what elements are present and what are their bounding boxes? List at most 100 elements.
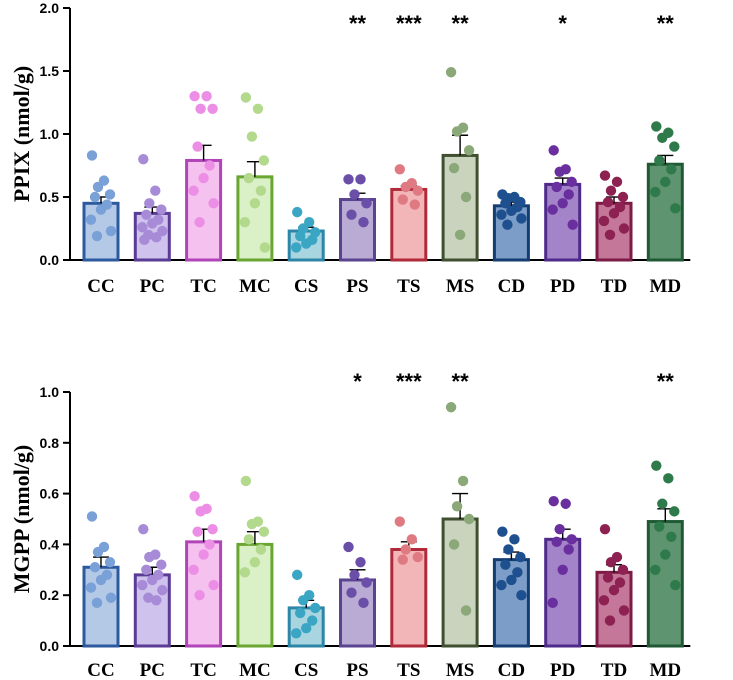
data-point-PS: [346, 587, 357, 598]
data-point-PD: [563, 544, 574, 555]
x-tick-label-CS: CS: [294, 276, 318, 297]
y-tick-label: 1.0: [40, 384, 60, 400]
x-tick-label-PS: PS: [346, 276, 368, 297]
data-point-MD: [650, 186, 661, 198]
data-point-TD: [598, 595, 610, 606]
bar-TS: [390, 547, 428, 648]
data-point-PS: [358, 597, 369, 609]
data-point-CS: [301, 623, 312, 634]
data-point-TS: [394, 164, 405, 175]
data-point-TD: [599, 170, 611, 181]
data-point-PC: [156, 559, 167, 570]
data-point-TD: [608, 208, 620, 219]
data-point-CS: [301, 238, 312, 249]
data-point-MD: [666, 164, 677, 175]
data-point-TD: [608, 584, 620, 596]
data-point-TC: [201, 91, 212, 102]
data-point-CD: [516, 590, 527, 601]
x-tick-label-MD: MD: [649, 276, 681, 297]
data-point-CC: [86, 150, 98, 161]
data-point-CC: [85, 582, 97, 593]
data-point-CC: [105, 592, 117, 603]
data-point-MD: [660, 176, 671, 188]
data-point-CC: [104, 556, 116, 568]
data-point-MS: [445, 67, 457, 78]
data-point-TS: [409, 199, 420, 210]
data-point-MC: [240, 92, 252, 103]
data-point-PD: [551, 181, 562, 193]
data-point-TC: [192, 526, 203, 537]
data-point-CC: [92, 181, 104, 193]
data-point-MD: [657, 498, 668, 509]
chart-panel-ppix: 0.0 0.5 1.0 1.5 2.0 PPIX (nmol/g) CC PC TC MC CS PS…: [9, 0, 691, 297]
data-point-MD: [669, 506, 680, 517]
data-point-CC: [95, 204, 107, 215]
significance-MS: **: [452, 11, 470, 36]
data-point-MD: [650, 564, 661, 575]
data-point-CS: [292, 206, 303, 218]
data-point-PS: [346, 209, 357, 220]
data-point-CD: [500, 559, 511, 570]
data-point-PC: [139, 234, 150, 246]
data-point-MC: [243, 172, 255, 184]
data-point-TS: [400, 544, 411, 555]
data-point-MC: [240, 475, 252, 487]
bar-PS: [339, 198, 376, 262]
data-point-PD: [557, 564, 568, 575]
data-point-TD: [611, 176, 623, 188]
data-point-MS: [451, 501, 463, 512]
data-point-TD: [604, 615, 616, 626]
data-point-CD: [516, 213, 527, 224]
x-tick-label-MS: MS: [446, 276, 475, 297]
data-point-MC: [243, 534, 255, 545]
data-point-TD: [617, 564, 629, 575]
y-axis-title: PPIX (nmol/g): [9, 66, 34, 202]
bar-PD: [544, 537, 582, 648]
data-point-MD: [654, 155, 665, 166]
y-tick-label: 1.0: [40, 126, 60, 142]
data-point-MD: [669, 141, 680, 152]
y-tick-label: 0.0: [40, 252, 60, 268]
significance-TS: ***: [396, 11, 422, 36]
data-point-MC: [258, 526, 270, 537]
data-point-CD: [500, 198, 511, 209]
data-point-PD: [547, 204, 558, 215]
data-point-CD: [509, 534, 520, 545]
data-point-MD: [670, 203, 681, 214]
data-point-TD: [604, 229, 616, 240]
data-point-PD: [560, 498, 571, 509]
x-tick-label-MC: MC: [239, 660, 271, 680]
y-tick-label: 0.4: [40, 536, 60, 552]
data-point-TS: [397, 554, 408, 565]
x-tick-label-MS: MS: [446, 660, 475, 680]
data-point-PC: [157, 584, 168, 596]
x-tick-label-CS: CS: [294, 660, 318, 680]
data-point-TD: [618, 605, 630, 616]
data-point-CC: [92, 546, 104, 558]
data-point-PC: [147, 574, 158, 586]
x-tick-label-CC: CC: [87, 276, 114, 297]
data-point-TC: [194, 217, 205, 228]
data-point-TS: [397, 194, 408, 205]
data-point-PC: [138, 523, 149, 535]
y-tick-label: 1.5: [40, 63, 60, 79]
bar-PS: [339, 578, 376, 648]
data-point-MC: [255, 544, 267, 555]
data-point-PS: [343, 174, 354, 185]
data-point-CS: [291, 242, 302, 253]
data-point-PS: [355, 174, 366, 185]
significance-MD: **: [657, 11, 675, 36]
data-point-PC: [147, 218, 158, 229]
data-point-TD: [598, 215, 610, 227]
data-point-TC: [204, 539, 215, 550]
data-point-MD: [651, 121, 662, 132]
data-point-CS: [295, 230, 306, 242]
bar-TS: [390, 187, 428, 262]
data-point-MS: [445, 402, 457, 413]
data-point-CS: [291, 628, 302, 639]
data-point-MC: [255, 185, 267, 196]
data-point-CC: [89, 191, 101, 203]
x-tick-label-PS: PS: [346, 660, 368, 680]
data-point-PC: [141, 209, 152, 220]
y-tick-label: 0.5: [40, 189, 60, 205]
